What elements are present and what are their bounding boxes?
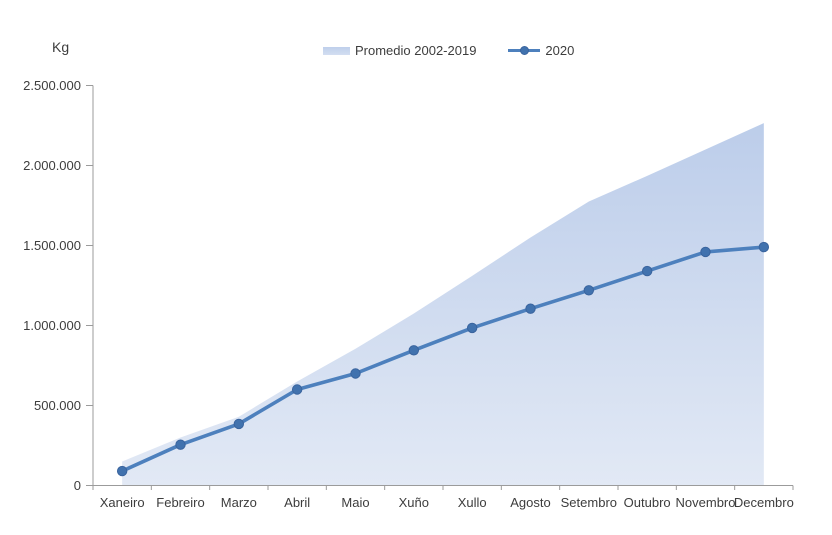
x-tick-label: Setembro	[561, 495, 617, 510]
data-point-marker	[291, 384, 303, 395]
legend-item-2020: 2020	[508, 43, 574, 58]
data-point-marker	[350, 368, 361, 379]
data-point-marker	[466, 322, 478, 334]
x-tick-label: Novembro	[676, 495, 736, 510]
data-point-marker	[116, 465, 128, 477]
x-tick-label: Febreiro	[156, 495, 204, 510]
data-point-marker	[700, 246, 711, 258]
legend: Promedio 2002-2019 2020	[323, 43, 574, 58]
y-tick-label: 0	[74, 478, 81, 493]
line-series-2020	[120, 245, 766, 473]
x-tick-label: Abril	[284, 495, 310, 510]
x-tick-label: Outubro	[624, 495, 671, 510]
y-axis-title: Kg	[52, 39, 70, 55]
x-tick-label: Maio	[341, 495, 369, 510]
y-tick-label: 2.500.000	[23, 78, 81, 93]
data-point-marker	[408, 345, 420, 356]
area-series-swatch-icon	[323, 46, 350, 55]
x-tick-label: Xaneiro	[100, 495, 145, 510]
data-point-marker	[583, 285, 595, 296]
data-point-marker	[758, 241, 770, 253]
x-tick-label: Xullo	[458, 495, 487, 510]
y-tick-label: 1.000.000	[23, 318, 81, 333]
y-tick-label: 2.000.000	[23, 158, 81, 173]
x-tick-label: Agosto	[510, 495, 550, 510]
y-tick-label: 500.000	[34, 398, 81, 413]
area-series-promedio	[122, 123, 764, 486]
data-point-marker	[175, 439, 186, 450]
data-point-marker	[525, 303, 536, 314]
legend-item-promedio: Promedio 2002-2019	[323, 43, 476, 58]
y-tick-label: 1.500.000	[23, 238, 81, 253]
data-point-marker	[641, 265, 653, 277]
legend-label-2020: 2020	[545, 43, 575, 58]
data-point-marker	[233, 418, 245, 430]
x-tick-label: Xuño	[399, 495, 429, 510]
line-series-swatch-icon	[508, 46, 541, 56]
x-tick-label: Marzo	[221, 495, 257, 510]
legend-label-promedio: Promedio 2002-2019	[355, 43, 477, 58]
x-tick-label: Decembro	[734, 495, 794, 510]
